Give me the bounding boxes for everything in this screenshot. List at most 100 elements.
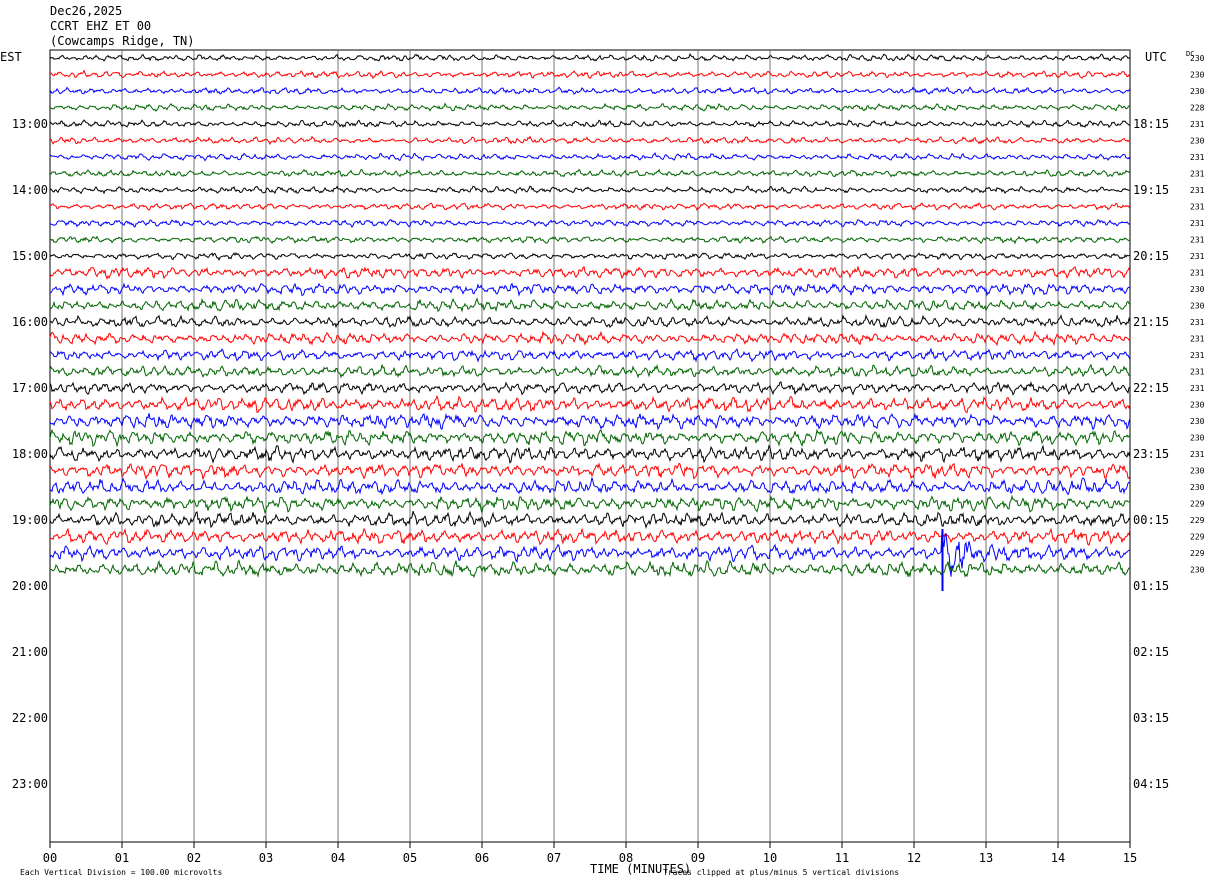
est-axis-label: EST (0, 50, 22, 64)
est-hour-label: 13:00 (12, 117, 48, 131)
date-label: Dec26,2025 (50, 4, 123, 18)
seismic-trace (49, 152, 1131, 162)
dc-offset-label: 230 (1190, 566, 1205, 575)
seismic-trace (49, 282, 1131, 297)
dc-offset-label: 230 (1190, 434, 1205, 443)
seismic-trace (49, 477, 1131, 496)
x-tick-label: 11 (835, 851, 849, 865)
est-hour-label: 14:00 (12, 183, 48, 197)
utc-axis-label: UTC (1145, 50, 1167, 64)
dc-offset-label: 229 (1190, 500, 1205, 509)
dc-offset-label: 231 (1190, 252, 1205, 261)
seismic-trace (49, 218, 1131, 228)
seismic-trace (49, 252, 1131, 261)
utc-hour-label: 21:15 (1133, 315, 1169, 329)
seismic-trace (49, 347, 1131, 363)
dc-offset-label: 231 (1190, 203, 1205, 212)
x-tick-label: 03 (259, 851, 273, 865)
est-hour-label: 16:00 (12, 315, 48, 329)
utc-hour-label: 19:15 (1133, 183, 1169, 197)
clip-note: Traces clipped at plus/minus 5 vertical … (663, 868, 899, 877)
x-tick-label: 15 (1123, 851, 1137, 865)
dc-offset-label: 231 (1190, 351, 1205, 360)
dc-offset-label: 231 (1190, 318, 1205, 327)
dc-offset-label: 231 (1190, 120, 1205, 129)
dc-offset-label: 229 (1190, 516, 1205, 525)
seismic-trace (49, 185, 1131, 195)
dc-offset-label: 231 (1190, 384, 1205, 393)
scale-note: Each Vertical Division = 100.00 microvol… (20, 868, 222, 877)
x-tick-label: 14 (1051, 851, 1065, 865)
utc-hour-label: 02:15 (1133, 645, 1169, 659)
seismic-trace (49, 494, 1131, 515)
plot-frame (49, 49, 1131, 843)
seismic-trace (49, 119, 1131, 129)
station-label: CCRT EHZ ET 00 (50, 19, 152, 33)
dc-offset-label: 231 (1190, 368, 1205, 377)
dc-offset-label: 229 (1190, 533, 1205, 542)
seismic-trace (49, 559, 1131, 579)
dc-offset-label: 230 (1190, 302, 1205, 311)
seismic-trace (49, 235, 1131, 245)
utc-hour-label: 18:15 (1133, 117, 1169, 131)
utc-hour-label: 20:15 (1133, 249, 1169, 263)
seismic-trace (49, 428, 1131, 448)
x-tick-label: 08 (619, 851, 633, 865)
est-hour-label: 21:00 (12, 645, 48, 659)
x-axis-title: TIME (MINUTES) (590, 862, 691, 876)
dc-offset-label: 229 (1190, 549, 1205, 558)
utc-hour-label: 22:15 (1133, 381, 1169, 395)
axes: EST UTC DC 13:00 14:00 15:00 16:00 17:00 18:00 19… (0, 50, 1205, 877)
est-hour-label: 20:00 (12, 579, 48, 593)
dc-offset-label: 231 (1190, 335, 1205, 344)
seismic-trace (49, 53, 1131, 62)
utc-hour-label: 01:15 (1133, 579, 1169, 593)
seismic-trace (49, 510, 1131, 530)
seismic-trace (49, 363, 1131, 379)
seismic-trace (49, 202, 1131, 212)
dc-offset-label: 231 (1190, 236, 1205, 245)
utc-hour-label: 04:15 (1133, 777, 1169, 791)
x-tick-label: 10 (763, 851, 777, 865)
seismic-trace (49, 69, 1131, 80)
x-tick-label: 02 (187, 851, 201, 865)
est-hour-label: 15:00 (12, 249, 48, 263)
dc-offset-label: 230 (1190, 483, 1205, 492)
dc-offset-label: 230 (1190, 71, 1205, 80)
x-tick-label: 13 (979, 851, 993, 865)
est-hour-label: 22:00 (12, 711, 48, 725)
x-tick-label: 12 (907, 851, 921, 865)
seismic-trace (49, 102, 1131, 112)
x-tick-label: 04 (331, 851, 345, 865)
seismic-trace (49, 394, 1131, 414)
seismic-trace (49, 412, 1131, 431)
seismic-trace (49, 168, 1131, 178)
dc-offset-label: 231 (1190, 186, 1205, 195)
seismic-trace (49, 528, 1131, 591)
x-tick-label: 09 (691, 851, 705, 865)
location-label: (Cowcamps Ridge, TN) (50, 34, 195, 48)
seismic-trace (49, 330, 1131, 347)
dc-offset-label: 228 (1190, 104, 1205, 113)
dc-offset-label: 231 (1190, 269, 1205, 278)
dc-offset-label: 231 (1190, 450, 1205, 459)
utc-hour-label: 00:15 (1133, 513, 1169, 527)
dc-offset-label: 230 (1190, 137, 1205, 146)
x-tick-label: 06 (475, 851, 489, 865)
seismic-trace (49, 314, 1131, 329)
dc-offset-label: 230 (1190, 401, 1205, 410)
dc-label: DC (1186, 50, 1194, 58)
x-tick-label: 07 (547, 851, 561, 865)
seismic-trace (49, 297, 1131, 313)
x-tick-label: 00 (43, 851, 57, 865)
seismic-trace (49, 444, 1131, 464)
dc-offset-label: 231 (1190, 170, 1205, 179)
seismic-trace (49, 86, 1131, 95)
seismic-trace (49, 265, 1131, 280)
est-hour-label: 17:00 (12, 381, 48, 395)
dc-offset-label: 231 (1190, 153, 1205, 162)
x-tick-label: 01 (115, 851, 129, 865)
x-tick-label: 05 (403, 851, 417, 865)
dc-offset-label: 231 (1190, 219, 1205, 228)
